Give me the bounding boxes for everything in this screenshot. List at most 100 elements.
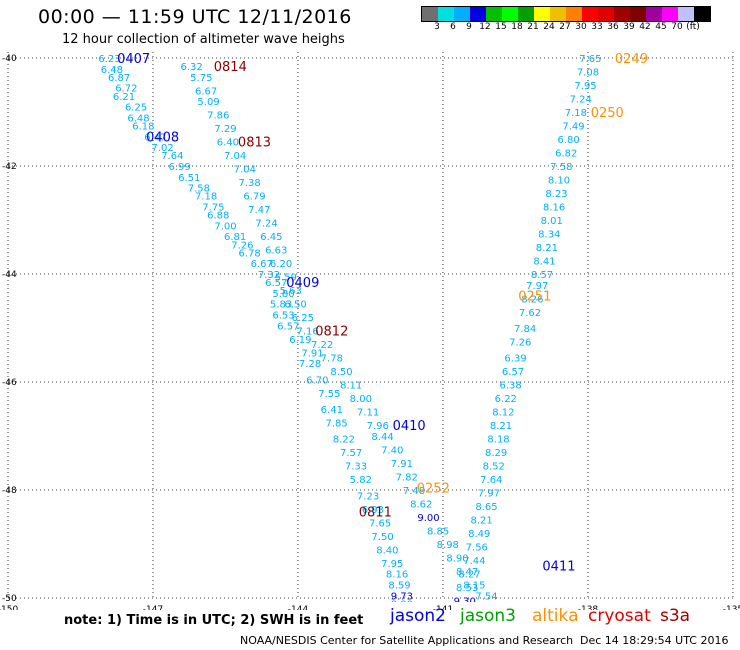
legend-entry-jason2: jason2 [390, 606, 446, 626]
swh-value-label: 7.29 [214, 124, 236, 135]
swh-value-label: 7.24 [570, 95, 592, 106]
x-tick-label: -147 [143, 605, 163, 610]
swh-value-label: 8.26 [521, 294, 543, 305]
swh-value-label: 7.11 [357, 408, 379, 419]
swh-value-label: 8.65 [475, 502, 497, 513]
swh-value-label: 5.63 [280, 286, 302, 297]
swh-value-label: 8.40 [376, 545, 398, 556]
swh-value-label: 8.41 [533, 257, 555, 268]
color-swatch [694, 7, 710, 21]
swh-value-label: 7.58 [550, 162, 572, 173]
color-scale-tick: 30 [575, 22, 587, 32]
swh-value-label: 7.82 [396, 473, 418, 484]
swh-value-label: 7.32 [258, 270, 280, 281]
color-scale-tick: 42 [639, 22, 651, 32]
swh-value-label: 6.82 [555, 149, 577, 160]
color-swatch [614, 7, 630, 21]
swh-value-label: 6.32 [181, 62, 203, 73]
x-tick-label: -138 [578, 605, 599, 610]
swh-value-label: 7.38 [239, 178, 261, 189]
swh-value-label: 7.33 [345, 462, 367, 473]
swh-value-label: 8.21 [471, 516, 493, 527]
swh-value-label: 6.19 [289, 335, 311, 346]
swh-value-label: 7.86 [207, 111, 229, 122]
swh-value-label: 8.01 [541, 216, 563, 227]
swh-value-label: 7.47 [248, 205, 270, 216]
color-swatch [422, 7, 438, 21]
swh-value-label: 7.49 [562, 122, 584, 133]
swh-value-label: 6.18 [132, 122, 154, 133]
swh-value-label: 6.41 [321, 405, 343, 416]
x-tick-label: -135 [723, 605, 740, 610]
swh-value-label: 9.73 [391, 591, 413, 602]
color-scale-tick: 39 [623, 22, 635, 32]
swh-value-label: 8.10 [548, 176, 570, 187]
swh-value-label: 8.80 [391, 599, 413, 610]
swh-value-label: 6.53 [272, 311, 294, 322]
swh-value-label: 7.78 [321, 354, 343, 365]
page-subtitle: 12 hour collection of altimeter wave hei… [62, 32, 345, 47]
swh-value-label: 9.30 [454, 597, 476, 608]
swh-value-label: 7.26 [231, 240, 253, 251]
swh-value-label: 7.00 [214, 221, 236, 232]
swh-value-label: 7.97 [478, 489, 500, 500]
swh-value-label: 6.79 [243, 192, 265, 203]
swh-value-label: 6.50 [284, 300, 306, 311]
swh-value-label: 7.64 [480, 475, 502, 486]
page-title: 00:00 — 11:59 UTC 12/11/2016 [38, 6, 352, 28]
swh-value-label: 6.78 [239, 248, 261, 259]
credit-text: NOAA/NESDIS Center for Satellite Applica… [240, 634, 574, 647]
swh-value-label: 7.84 [514, 324, 536, 335]
color-scale-tick: 6 [450, 22, 456, 32]
swh-value-label: 7.02 [152, 143, 174, 154]
swh-value-label: 7.95 [381, 559, 403, 570]
color-scale-tick: 36 [607, 22, 619, 32]
swh-value-label: 7.18 [565, 108, 587, 119]
color-scale-tick: 15 [495, 22, 507, 32]
y-tick-label: -50 [2, 594, 17, 604]
color-swatch [518, 7, 534, 21]
swh-value-label: 7.91 [301, 348, 323, 359]
swh-value-label: 8.98 [437, 540, 459, 551]
color-swatch [566, 7, 582, 21]
swh-value-label: 5.59 [275, 273, 297, 284]
color-swatch [630, 7, 646, 21]
swh-value-label: 6.38 [499, 381, 521, 392]
color-swatch [662, 7, 678, 21]
pass-time-label: 0409 [286, 276, 319, 291]
swh-value-label: 6.40 [217, 138, 239, 149]
swh-value-label: 7.95 [574, 81, 596, 92]
swh-value-label: 8.49 [468, 529, 490, 540]
swh-value-label: 8.52 [483, 462, 505, 473]
legend-entry-s3a: s3a [660, 606, 691, 626]
swh-value-label: 7.44 [463, 556, 485, 567]
swh-value-label: 6.39 [504, 354, 526, 365]
swh-value-label: 8.34 [538, 230, 560, 241]
y-tick-label: -42 [2, 162, 17, 172]
swh-value-label: 8.21 [536, 243, 558, 254]
color-swatch [454, 7, 470, 21]
color-swatch [470, 7, 486, 21]
swh-value-label: 7.04 [224, 151, 246, 162]
x-tick-label: -150 [0, 605, 18, 610]
swh-value-label: 5.82 [350, 475, 372, 486]
swh-value-label: 6.57 [502, 367, 524, 378]
color-swatch [582, 7, 598, 21]
swh-value-label: 7.26 [509, 338, 531, 349]
swh-value-label: 6.72 [115, 84, 137, 95]
swh-value-label: 6.81 [224, 232, 246, 243]
swh-value-label: 6.67 [251, 259, 273, 270]
swh-value-label: 7.18 [195, 192, 217, 203]
color-swatch [534, 7, 550, 21]
swh-values-group: 6.236.486.876.726.216.256.486.186.477.02… [98, 54, 601, 610]
x-tick-label: -144 [288, 605, 309, 610]
color-scale-tick: 3 [434, 22, 440, 32]
swh-value-label: 5.09 [197, 97, 219, 108]
swh-value-label: 6.48 [101, 65, 123, 76]
color-swatch [550, 7, 566, 21]
swh-value-label: 8.16 [386, 570, 408, 581]
swh-value-label: 6.57 [277, 321, 299, 332]
swh-value-label: 6.51 [178, 173, 200, 184]
generation-timestamp: Dec 14 18:29:54 UTC 2016 [580, 634, 729, 647]
swh-value-label: 9.00 [417, 513, 439, 524]
